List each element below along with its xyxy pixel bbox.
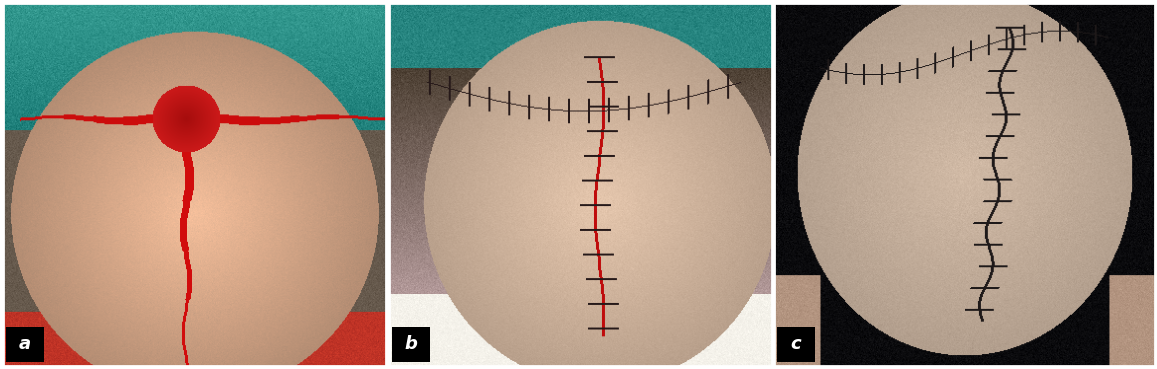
FancyBboxPatch shape (6, 327, 44, 362)
Text: c: c (790, 335, 802, 354)
FancyBboxPatch shape (778, 327, 816, 362)
FancyBboxPatch shape (392, 327, 430, 362)
Text: a: a (20, 335, 31, 354)
Text: b: b (405, 335, 418, 354)
